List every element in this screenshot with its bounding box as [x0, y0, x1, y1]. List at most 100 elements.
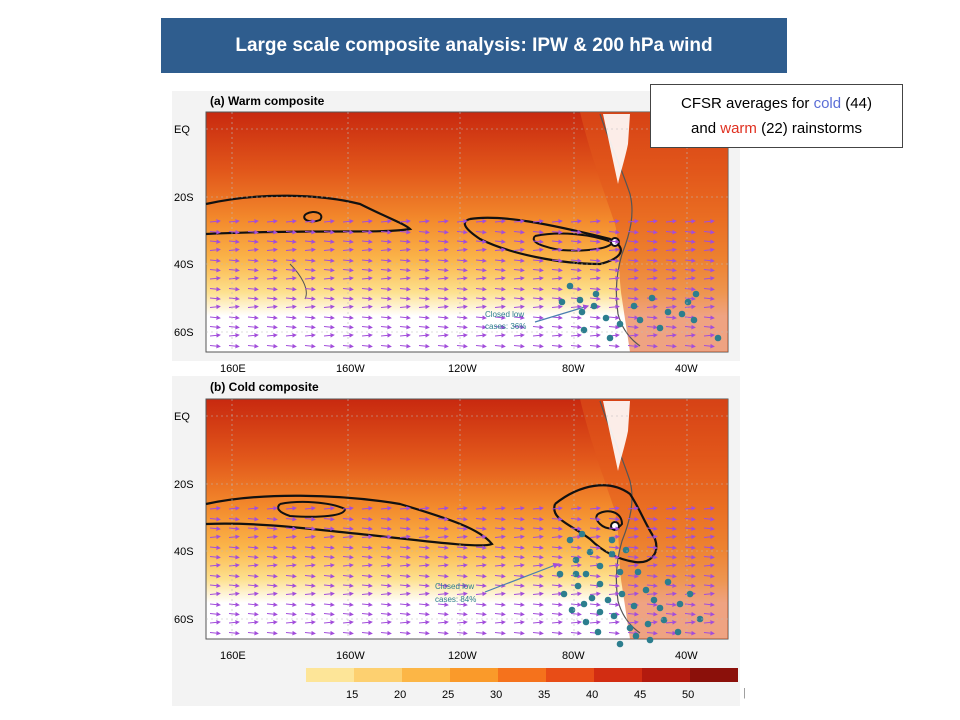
- wind-arrow: [304, 229, 316, 235]
- wind-arrow: [684, 630, 696, 636]
- wind-arrow: [494, 534, 506, 540]
- wind-arrow: [323, 219, 335, 224]
- wind-arrow: [399, 506, 411, 511]
- wind-arrow: [494, 611, 506, 617]
- wind-arrow: [532, 267, 544, 273]
- colorbar-tick-label: 35: [538, 689, 550, 701]
- new-zealand-coast: [289, 263, 307, 300]
- wind-arrow: [399, 286, 411, 292]
- wind-arrow: [437, 583, 449, 588]
- wind-arrow: [627, 516, 639, 522]
- wind-arrow: [646, 286, 658, 292]
- wind-arrow: [570, 611, 582, 617]
- wind-arrow: [494, 333, 506, 338]
- wind-arrow: [475, 591, 487, 597]
- wind-arrow: [551, 239, 563, 244]
- wind-arrow: [646, 304, 658, 310]
- wind-arrow: [513, 516, 525, 522]
- wind-arrow: [418, 526, 430, 531]
- wind-arrow: [627, 239, 639, 244]
- wind-arrow: [399, 343, 411, 349]
- closed-low-marker: [664, 578, 672, 586]
- wind-arrow: [665, 276, 677, 281]
- wind-arrow: [627, 583, 639, 588]
- wind-arrow: [228, 583, 240, 588]
- colorbar-swatch: [306, 668, 354, 682]
- wind-arrow: [684, 554, 696, 560]
- wind-arrow: [418, 304, 430, 310]
- wind-arrow: [228, 545, 240, 550]
- wind-arrow: [646, 333, 658, 338]
- wind-arrow: [703, 315, 715, 320]
- wind-arrow: [380, 563, 392, 568]
- wind-arrow: [627, 620, 639, 625]
- wind-arrow: [494, 602, 506, 607]
- wind-arrow: [323, 554, 335, 560]
- lat-tick-label: 40S: [174, 546, 194, 558]
- wind-arrow: [570, 324, 582, 330]
- wind-arrow: [494, 563, 506, 568]
- wind-arrow: [247, 602, 259, 607]
- wind-arrow: [437, 602, 449, 607]
- panel-title: (a) Warm composite: [210, 94, 325, 108]
- wind-arrow: [513, 247, 525, 253]
- closed-low-marker: [660, 616, 668, 624]
- legend-text: (44): [841, 95, 872, 112]
- wind-arrow: [266, 573, 278, 579]
- wind-arrow: [361, 545, 373, 550]
- wind-arrow: [399, 239, 411, 244]
- wind-arrow: [665, 258, 677, 263]
- wind-arrow: [646, 324, 658, 330]
- wind-arrow: [437, 516, 449, 522]
- wind-arrow: [475, 611, 487, 617]
- wind-arrow: [323, 526, 335, 531]
- wind-arrow: [380, 324, 392, 330]
- wind-arrow: [646, 247, 658, 253]
- wind-arrow: [551, 526, 563, 531]
- wind-arrow: [437, 343, 449, 349]
- closed-low-marker: [632, 632, 640, 640]
- wind-arrow: [475, 286, 487, 292]
- wind-arrow: [304, 315, 316, 320]
- wind-arrow: [285, 620, 297, 625]
- wind-arrow: [589, 620, 601, 625]
- wind-arrow: [684, 267, 696, 273]
- wind-arrow: [285, 526, 297, 531]
- wind-arrow: [513, 324, 525, 330]
- panel-cold: (b) Cold composite Closed low cases: 84%: [172, 376, 740, 706]
- wind-arrow: [418, 239, 430, 244]
- wind-arrow: [456, 563, 468, 568]
- lon-tick-label: 80W: [562, 363, 585, 375]
- wind-arrow: [247, 343, 259, 349]
- wind-arrow: [608, 630, 620, 636]
- wind-arrow: [418, 276, 430, 281]
- wind-arrow: [418, 296, 430, 301]
- wind-arrow: [646, 276, 658, 281]
- wind-arrow: [665, 219, 677, 224]
- wind-arrow: [570, 526, 582, 531]
- wind-arrow: [304, 573, 316, 579]
- wind-arrow: [456, 630, 468, 636]
- cold-label: cold: [813, 95, 842, 112]
- closed-low-marker: [656, 604, 664, 612]
- wind-arrow: [532, 545, 544, 550]
- closed-low-marker: [576, 296, 584, 304]
- wind-arrow: [342, 258, 354, 263]
- wind-arrow: [266, 516, 278, 522]
- closed-low-marker: [596, 608, 604, 616]
- wind-arrow: [380, 545, 392, 550]
- closed-low-marker: [572, 556, 580, 564]
- colorbar-tick-label: 50: [682, 689, 694, 701]
- wind-arrow: [247, 296, 259, 301]
- wind-arrow: [228, 333, 240, 338]
- closed-low-marker: [578, 308, 586, 316]
- wind-arrow: [361, 333, 373, 338]
- closed-low-marker: [636, 316, 644, 324]
- wind-arrow: [266, 286, 278, 292]
- wind-arrow: [532, 286, 544, 292]
- wind-arrow: [304, 219, 316, 224]
- wind-arrow: [418, 516, 430, 522]
- wind-arrow: [532, 573, 544, 579]
- wind-arrow: [266, 545, 278, 550]
- wind-arrow: [380, 286, 392, 292]
